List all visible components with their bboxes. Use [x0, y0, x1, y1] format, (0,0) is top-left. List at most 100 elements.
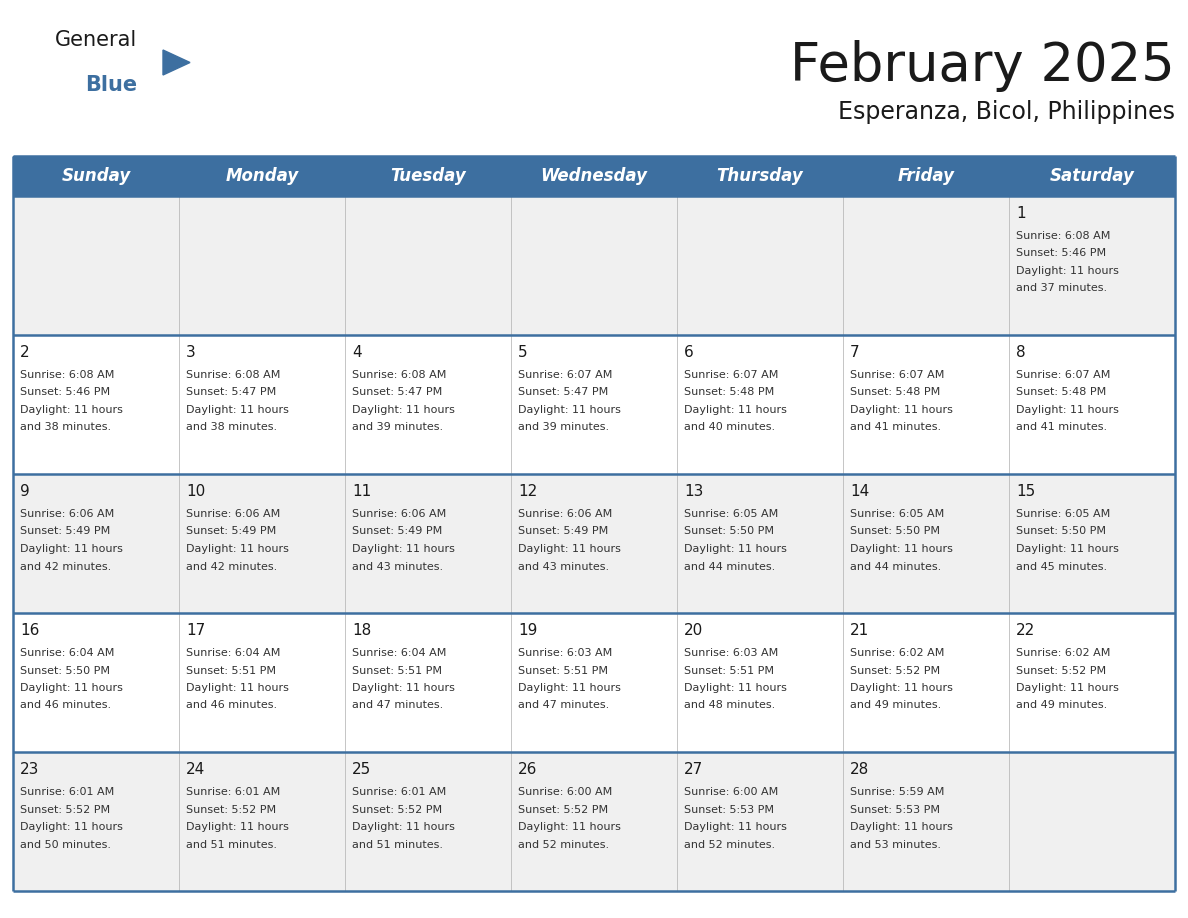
Text: Sunset: 5:47 PM: Sunset: 5:47 PM	[518, 387, 608, 397]
Text: Sunrise: 6:02 AM: Sunrise: 6:02 AM	[1016, 648, 1111, 658]
Text: and 52 minutes.: and 52 minutes.	[684, 839, 775, 849]
Text: and 40 minutes.: and 40 minutes.	[684, 422, 775, 432]
Text: Daylight: 11 hours: Daylight: 11 hours	[20, 683, 122, 693]
Text: Daylight: 11 hours: Daylight: 11 hours	[20, 405, 122, 415]
Text: 12: 12	[518, 484, 537, 499]
Text: Sunday: Sunday	[62, 167, 131, 185]
Text: and 47 minutes.: and 47 minutes.	[518, 700, 609, 711]
Text: 27: 27	[684, 762, 703, 777]
Text: and 49 minutes.: and 49 minutes.	[849, 700, 941, 711]
Text: 17: 17	[187, 623, 206, 638]
Text: Sunset: 5:47 PM: Sunset: 5:47 PM	[352, 387, 442, 397]
Text: General: General	[55, 30, 138, 50]
Text: Daylight: 11 hours: Daylight: 11 hours	[187, 405, 289, 415]
Text: Sunrise: 6:01 AM: Sunrise: 6:01 AM	[20, 787, 114, 797]
Text: Daylight: 11 hours: Daylight: 11 hours	[1016, 405, 1119, 415]
Text: Sunset: 5:52 PM: Sunset: 5:52 PM	[1016, 666, 1106, 676]
Text: Daylight: 11 hours: Daylight: 11 hours	[1016, 683, 1119, 693]
Text: 7: 7	[849, 345, 860, 360]
Text: 18: 18	[352, 623, 371, 638]
Text: Sunset: 5:52 PM: Sunset: 5:52 PM	[352, 804, 442, 814]
Text: 13: 13	[684, 484, 703, 499]
Text: Sunrise: 6:07 AM: Sunrise: 6:07 AM	[849, 370, 944, 380]
Text: and 50 minutes.: and 50 minutes.	[20, 839, 110, 849]
Text: 3: 3	[187, 345, 196, 360]
Text: Sunrise: 6:08 AM: Sunrise: 6:08 AM	[187, 370, 280, 380]
Text: and 43 minutes.: and 43 minutes.	[352, 562, 443, 572]
Text: and 41 minutes.: and 41 minutes.	[1016, 422, 1107, 432]
Text: Sunrise: 6:07 AM: Sunrise: 6:07 AM	[518, 370, 612, 380]
Text: Daylight: 11 hours: Daylight: 11 hours	[352, 544, 455, 554]
Text: February 2025: February 2025	[790, 40, 1175, 92]
Text: Sunset: 5:51 PM: Sunset: 5:51 PM	[187, 666, 276, 676]
Text: Friday: Friday	[897, 167, 954, 185]
Text: and 46 minutes.: and 46 minutes.	[20, 700, 112, 711]
Text: Sunrise: 6:07 AM: Sunrise: 6:07 AM	[1016, 370, 1111, 380]
Text: and 38 minutes.: and 38 minutes.	[20, 422, 112, 432]
Text: Sunrise: 6:02 AM: Sunrise: 6:02 AM	[849, 648, 944, 658]
Text: Daylight: 11 hours: Daylight: 11 hours	[684, 544, 786, 554]
Text: Daylight: 11 hours: Daylight: 11 hours	[684, 405, 786, 415]
Text: Tuesday: Tuesday	[390, 167, 466, 185]
Text: Sunset: 5:48 PM: Sunset: 5:48 PM	[1016, 387, 1106, 397]
Text: and 48 minutes.: and 48 minutes.	[684, 700, 776, 711]
Text: 28: 28	[849, 762, 870, 777]
Text: and 39 minutes.: and 39 minutes.	[352, 422, 443, 432]
Text: Daylight: 11 hours: Daylight: 11 hours	[187, 822, 289, 832]
Text: and 44 minutes.: and 44 minutes.	[684, 562, 776, 572]
Polygon shape	[163, 50, 190, 75]
Text: Sunset: 5:51 PM: Sunset: 5:51 PM	[684, 666, 775, 676]
Text: Sunset: 5:51 PM: Sunset: 5:51 PM	[352, 666, 442, 676]
Text: Sunset: 5:50 PM: Sunset: 5:50 PM	[20, 666, 110, 676]
Text: 5: 5	[518, 345, 527, 360]
Text: Sunset: 5:49 PM: Sunset: 5:49 PM	[187, 527, 277, 536]
Text: Esperanza, Bicol, Philippines: Esperanza, Bicol, Philippines	[838, 100, 1175, 124]
Text: Sunrise: 6:06 AM: Sunrise: 6:06 AM	[518, 509, 612, 519]
Text: 23: 23	[20, 762, 39, 777]
Text: and 41 minutes.: and 41 minutes.	[849, 422, 941, 432]
Text: Daylight: 11 hours: Daylight: 11 hours	[1016, 266, 1119, 276]
Text: Sunrise: 6:06 AM: Sunrise: 6:06 AM	[352, 509, 447, 519]
Text: Daylight: 11 hours: Daylight: 11 hours	[20, 822, 122, 832]
Text: 14: 14	[849, 484, 870, 499]
Text: 16: 16	[20, 623, 39, 638]
Text: Sunset: 5:49 PM: Sunset: 5:49 PM	[352, 527, 442, 536]
Text: Sunrise: 6:06 AM: Sunrise: 6:06 AM	[20, 509, 114, 519]
Text: Sunrise: 6:04 AM: Sunrise: 6:04 AM	[20, 648, 114, 658]
Text: Sunset: 5:53 PM: Sunset: 5:53 PM	[684, 804, 775, 814]
Text: 8: 8	[1016, 345, 1025, 360]
Text: Daylight: 11 hours: Daylight: 11 hours	[518, 822, 621, 832]
Text: Sunset: 5:50 PM: Sunset: 5:50 PM	[849, 527, 940, 536]
Text: Sunset: 5:52 PM: Sunset: 5:52 PM	[20, 804, 110, 814]
Text: Sunrise: 6:04 AM: Sunrise: 6:04 AM	[187, 648, 280, 658]
Text: Sunrise: 6:01 AM: Sunrise: 6:01 AM	[352, 787, 447, 797]
Text: Monday: Monday	[226, 167, 298, 185]
Text: Sunset: 5:48 PM: Sunset: 5:48 PM	[684, 387, 775, 397]
Text: and 46 minutes.: and 46 minutes.	[187, 700, 277, 711]
Text: Daylight: 11 hours: Daylight: 11 hours	[849, 683, 953, 693]
Text: 15: 15	[1016, 484, 1035, 499]
Bar	[13, 474, 1175, 613]
Text: 24: 24	[187, 762, 206, 777]
Text: 22: 22	[1016, 623, 1035, 638]
Text: Sunrise: 6:05 AM: Sunrise: 6:05 AM	[684, 509, 778, 519]
Text: Sunrise: 6:03 AM: Sunrise: 6:03 AM	[518, 648, 612, 658]
Bar	[13, 752, 1175, 891]
Text: Saturday: Saturday	[1049, 167, 1135, 185]
Text: and 38 minutes.: and 38 minutes.	[187, 422, 277, 432]
Text: 9: 9	[20, 484, 30, 499]
Text: Sunset: 5:48 PM: Sunset: 5:48 PM	[849, 387, 940, 397]
Text: and 42 minutes.: and 42 minutes.	[20, 562, 112, 572]
Text: Daylight: 11 hours: Daylight: 11 hours	[20, 544, 122, 554]
Text: Sunrise: 6:00 AM: Sunrise: 6:00 AM	[518, 787, 612, 797]
Text: Sunset: 5:47 PM: Sunset: 5:47 PM	[187, 387, 277, 397]
Text: Sunset: 5:53 PM: Sunset: 5:53 PM	[849, 804, 940, 814]
Bar	[13, 196, 1175, 335]
Text: Daylight: 11 hours: Daylight: 11 hours	[187, 544, 289, 554]
Text: Sunset: 5:52 PM: Sunset: 5:52 PM	[849, 666, 940, 676]
Text: 6: 6	[684, 345, 694, 360]
Text: and 51 minutes.: and 51 minutes.	[187, 839, 277, 849]
Text: Daylight: 11 hours: Daylight: 11 hours	[684, 683, 786, 693]
Bar	[13, 156, 1175, 196]
Text: Daylight: 11 hours: Daylight: 11 hours	[1016, 544, 1119, 554]
